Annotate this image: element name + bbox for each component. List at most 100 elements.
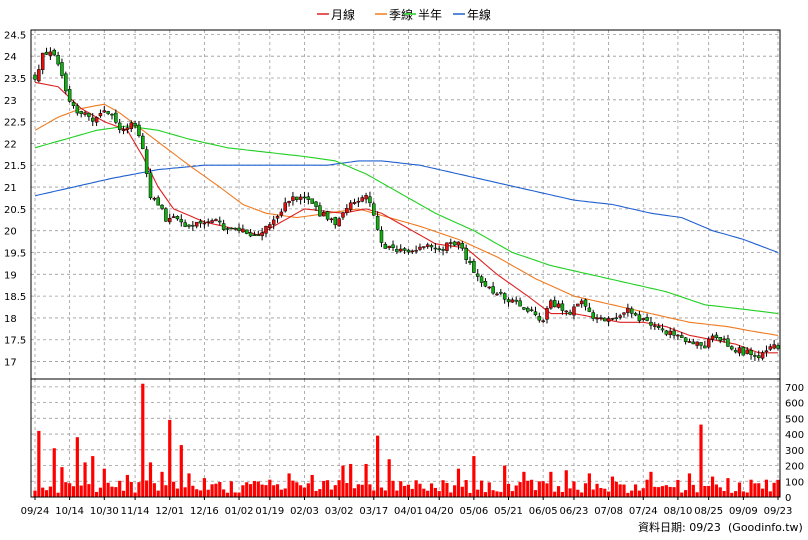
candle-body [641,318,646,320]
volume-bar [402,485,407,497]
volume-bar [514,485,518,497]
volume-bar [549,471,553,497]
candle-body [522,307,526,310]
legend-label-year: 年線 [467,7,491,22]
candle-body [433,247,438,250]
candle-body [302,196,307,199]
volume-bar [757,483,761,497]
candle-body [83,112,87,115]
volume-bar [360,484,364,497]
candle-body [260,232,264,237]
volume-bar [275,484,280,497]
candle-body [699,342,703,346]
volume-bar [703,485,707,497]
volume-bar [214,483,218,497]
volume-bar [391,480,395,497]
volume-bar [295,482,299,497]
candle-body [333,217,338,226]
candle-body [110,113,114,116]
volume-bar [676,479,680,497]
candle-body [144,149,149,174]
volume-grid [31,379,780,497]
volume-bar [94,491,99,497]
volume-bar [530,479,534,497]
candle-body [591,312,595,319]
volume-bar [672,487,676,497]
volume-bar [110,486,114,497]
candle-body [495,293,499,296]
volume-bar [60,467,64,497]
candle-body [291,196,295,201]
volume-bar [171,481,176,497]
candle-body [683,337,688,342]
candle-body [645,317,649,321]
candle-body [345,208,349,214]
candle-body [102,110,107,113]
candle-body [60,62,64,76]
date-tick-label: 03/02 [325,506,354,517]
volume-bar [749,479,753,497]
volume-bar [649,471,653,497]
candle-body [660,328,665,331]
price-tick-label: 23 [4,96,17,107]
volume-bar [406,484,411,497]
candle-body [606,318,611,322]
volume-bar [533,490,538,497]
volume-bar [325,480,330,497]
volume-bar [102,468,106,497]
volume-bar [695,492,699,497]
candle-body [710,335,715,340]
candle-body [87,112,91,117]
volume-bar [52,448,56,497]
candle-body [244,229,249,234]
candle-body [491,286,495,294]
candle-body [656,326,661,328]
volume-bar [129,481,133,497]
candle-body [256,234,261,237]
candle-body [283,202,287,212]
volume-bar [160,471,164,497]
volume-bar [718,487,722,497]
price-tick-label: 19.5 [4,248,26,259]
volume-bar [445,482,449,497]
candle-body [106,111,110,114]
volume-bar [379,487,384,497]
volume-bar [141,383,145,497]
candle-body [337,218,341,227]
volume-bar [329,489,334,497]
volume-bar [291,480,295,497]
volume-bar [684,490,688,497]
price-tick-label: 22 [4,139,17,150]
candle-body [514,299,518,302]
candle-body [768,346,773,350]
volume-bar [449,492,453,497]
candle-body [191,224,195,227]
candle-body [545,308,549,320]
volume-bars [33,383,780,497]
volume-bar [148,462,153,497]
candle-body [425,244,430,247]
candle-body [468,260,472,264]
candle-body [506,299,511,303]
candle-body [275,216,280,219]
volume-bar [603,488,607,497]
candle-body [279,211,284,216]
volume-bar [349,463,353,497]
candle-body [718,337,723,341]
ma-line-year [34,160,779,254]
candle-body [268,224,272,229]
date-tick-label: 04/20 [425,506,454,517]
candle-body [568,311,572,315]
volume-bar [210,484,214,497]
date-tick-label: 07/24 [629,506,658,517]
volume-bar [187,473,191,497]
volume-bar [156,490,160,497]
volume-bar [564,470,568,497]
candle-body [576,303,580,307]
volume-bar [433,487,437,497]
volume-bar [283,488,287,497]
volume-bar [79,485,83,497]
volume-tick-label: 700 [785,383,804,394]
volume-bar [429,483,434,497]
candle-body [402,248,407,251]
